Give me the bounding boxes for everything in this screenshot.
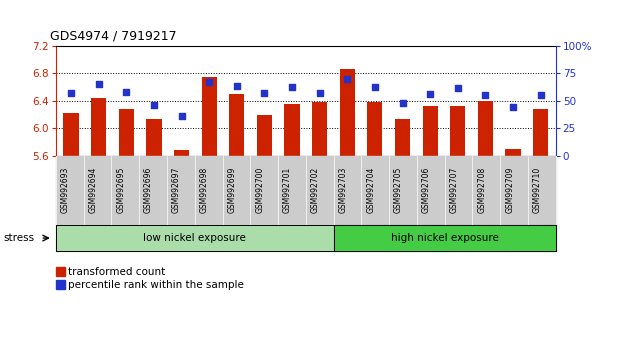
Bar [422,106,438,156]
Point [536,92,546,98]
Bar [284,104,299,156]
Point [66,90,76,96]
Text: high nickel exposure: high nickel exposure [391,233,499,243]
Text: stress: stress [3,233,34,243]
Text: GSM992707: GSM992707 [450,167,458,213]
Text: GSM992710: GSM992710 [533,167,542,213]
Bar [119,109,134,156]
Point [315,90,325,96]
Text: GSM992702: GSM992702 [310,167,320,213]
Bar [533,109,548,156]
Text: GSM992698: GSM992698 [199,167,209,213]
Point [204,79,214,85]
Text: GSM992709: GSM992709 [505,167,514,213]
Point [121,89,131,95]
Text: transformed count: transformed count [68,267,166,277]
Point [260,90,270,96]
Text: GSM992693: GSM992693 [61,167,70,213]
Text: GSM992705: GSM992705 [394,167,403,213]
Text: GSM992708: GSM992708 [478,167,486,213]
Text: GSM992696: GSM992696 [144,167,153,213]
Bar [63,113,79,156]
Text: GDS4974 / 7919217: GDS4974 / 7919217 [50,29,176,42]
Text: GSM992695: GSM992695 [116,167,125,213]
Text: GSM992697: GSM992697 [172,167,181,213]
Point [370,84,380,90]
Point [508,105,518,110]
Point [287,84,297,90]
Point [94,81,104,87]
Bar [147,119,161,156]
Bar [229,94,245,156]
Text: percentile rank within the sample: percentile rank within the sample [68,280,244,290]
Text: GSM992699: GSM992699 [227,167,237,213]
Bar [340,69,355,156]
Bar [367,102,383,156]
Point [149,102,159,108]
Point [425,91,435,97]
Bar [450,106,465,156]
Text: low nickel exposure: low nickel exposure [143,233,246,243]
Bar [202,77,217,156]
Bar [505,149,520,156]
Point [342,76,352,82]
Bar [395,119,410,156]
Bar [257,115,272,156]
Point [481,92,491,98]
Point [453,85,463,91]
Bar [174,150,189,156]
Text: GSM992703: GSM992703 [338,167,348,213]
Bar [91,98,106,156]
Bar [312,102,327,156]
Point [397,100,407,106]
Point [232,83,242,88]
Text: GSM992700: GSM992700 [255,167,264,213]
Text: GSM992704: GSM992704 [366,167,375,213]
Text: GSM992706: GSM992706 [422,167,431,213]
Bar [478,101,493,156]
Text: GSM992701: GSM992701 [283,167,292,213]
Text: GSM992694: GSM992694 [89,167,97,213]
Point [176,113,186,119]
